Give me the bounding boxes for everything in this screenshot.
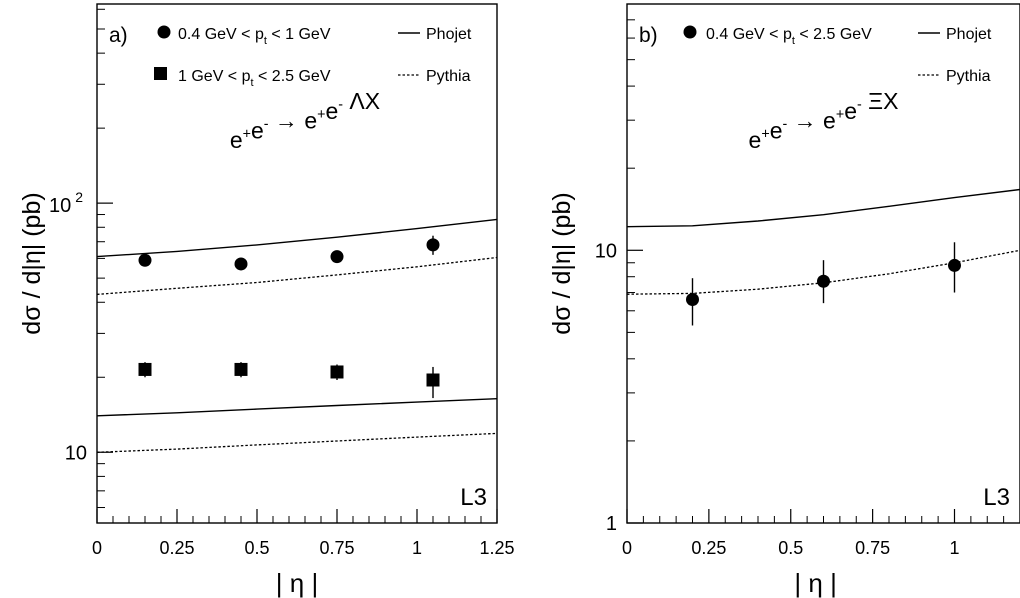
y-tick-label: 10 — [595, 240, 617, 262]
reaction-label: e+e- → e+e- ΛX — [230, 88, 380, 153]
data-point-circle — [817, 274, 830, 288]
x-tick-label: 0.5 — [778, 538, 803, 558]
data-point-circle — [138, 253, 152, 267]
legend-entry: Pythia — [426, 68, 471, 85]
y-tick-label: 10 2 — [49, 189, 83, 217]
y-axis-title: dσ / d|η| (pb) — [18, 192, 46, 334]
data-point-circle — [426, 238, 440, 252]
data-point-circle — [948, 258, 961, 272]
data-point-square — [234, 362, 248, 376]
pythia-curve — [626, 249, 1020, 295]
x-axis-title: | η | — [276, 568, 318, 598]
panel-label: a) — [109, 24, 128, 47]
experiment-label: L3 — [983, 484, 1010, 511]
panel-label: b) — [639, 24, 658, 47]
legend-entry: Phojet — [946, 26, 992, 43]
legend-marker-circle — [683, 25, 697, 39]
plot-frame — [96, 3, 498, 524]
x-tick-label: 0.75 — [855, 538, 890, 558]
legend-entry: 0.4 GeV < pt < 2.5 GeV — [706, 26, 872, 47]
data-point-square — [138, 362, 152, 376]
legend-entry: 1 GeV < pt < 2.5 GeV — [178, 68, 331, 89]
y-tick-label: 1 — [606, 513, 617, 535]
phojet-curve — [96, 218, 498, 258]
experiment-label: L3 — [460, 484, 487, 511]
pythia-curve — [96, 432, 498, 453]
legend-entry: 0.4 GeV < pt < 1 GeV — [178, 26, 331, 47]
legend: 0.4 GeV < pt < 2.5 GeV Phojet Pythia — [683, 25, 992, 85]
legend-marker-square — [154, 67, 167, 80]
x-tick-label: 0 — [92, 538, 102, 558]
panel-b: 0 0.25 0.5 0.75 1 10 1 dσ / d|η| (pb) | η | b) L3 e… — [548, 3, 1020, 598]
phojet-curve — [96, 398, 498, 417]
data-point-circle — [686, 292, 699, 306]
x-tick-label: 1.25 — [479, 538, 514, 558]
panel-a: 0 0.25 0.5 0.75 1 1.25 10 2 10 dσ / d|η| (pb) | η … — [18, 3, 515, 598]
legend-entry: Pythia — [946, 68, 991, 85]
y-axis-title: dσ / d|η| (pb) — [548, 192, 576, 334]
x-tick-label: 0.25 — [159, 538, 194, 558]
x-tick-label: 0.5 — [244, 538, 269, 558]
x-tick-label: 0.25 — [691, 538, 726, 558]
pythia-curve — [96, 256, 498, 296]
data-point-square — [426, 373, 440, 387]
reaction-label: e+e- → e+e- ΞX — [749, 88, 899, 153]
x-tick-label: 1 — [412, 538, 422, 558]
legend-entry: Phojet — [426, 26, 472, 43]
legend-marker-circle — [157, 25, 171, 39]
y-tick-label: 10 — [65, 442, 87, 464]
phojet-curve — [626, 188, 1020, 228]
legend: 0.4 GeV < pt < 1 GeV 1 GeV < pt < 2.5 GeV… — [154, 25, 472, 89]
data-point-circle — [234, 257, 248, 271]
data-point-square — [330, 365, 344, 379]
x-axis-title: | η | — [794, 568, 836, 598]
data-point-circle — [330, 250, 344, 264]
x-tick-label: 1 — [949, 538, 959, 558]
x-tick-label: 0 — [622, 538, 632, 558]
x-tick-label: 0.75 — [319, 538, 354, 558]
